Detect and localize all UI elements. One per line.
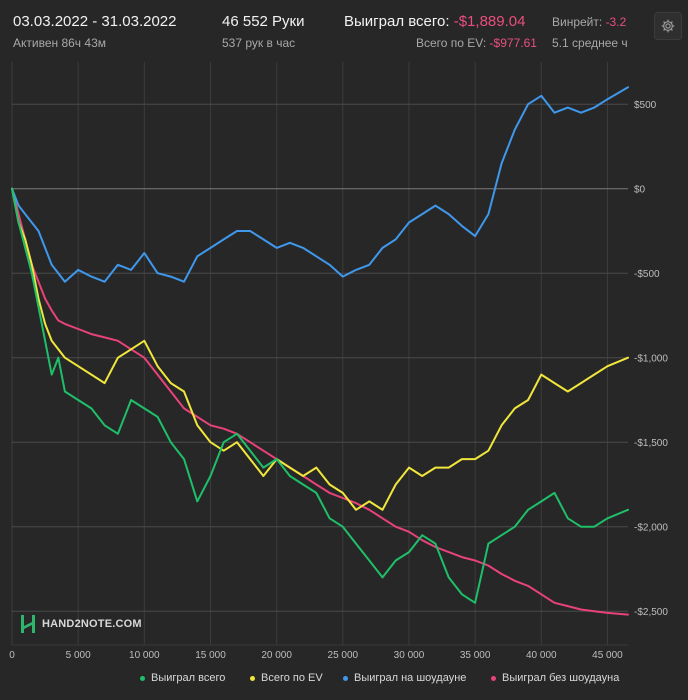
y-tick-label: $0 [634,185,646,196]
x-tick-label: 20 000 [261,650,292,661]
y-tick-label: -$2,000 [634,523,668,534]
x-tick-label: 35 000 [460,650,491,661]
active-time: Активен 86ч 43м [13,36,106,50]
ev-total-value: -$977.61 [489,36,537,50]
legend-item-non-showdown[interactable]: Выиграл без шоудауна [491,672,619,684]
y-tick-label: $500 [634,100,657,111]
winrate-label: Винрейт: [552,15,603,29]
won-total-value: -$1,889.04 [453,13,526,30]
y-tick-label: -$500 [634,269,660,280]
x-tick-label: 40 000 [526,650,557,661]
series-line-0 [11,187,629,604]
date-range: 03.03.2022 - 31.03.2022 [13,13,177,30]
gear-icon [661,19,675,33]
ev-total: Всего по EV: -$977.61 [416,36,537,50]
legend-label: Всего по EV [261,672,323,684]
legend-item-ev-total[interactable]: Всего по EV [250,672,323,684]
legend-dot [491,675,496,681]
x-tick-label: 5 000 [66,650,91,661]
y-tick-label: -$1,500 [634,438,668,449]
winrate: Винрейт: -3.2 [552,15,626,29]
x-tick-label: 0 [9,650,15,661]
grid-layer [11,62,628,646]
legend-dot [250,675,255,681]
y-tick-label: -$2,500 [634,607,668,618]
x-tick-label: 45 000 [592,650,623,661]
x-tick-label: 15 000 [195,650,226,661]
x-tick-label: 10 000 [129,650,160,661]
series-line-2 [11,86,629,283]
hands-per-hour: 537 рук в час [222,36,296,50]
tick-layer: 0 5 000 10 000 15 000 20 000 25 000 30 000 35 0… [9,100,668,661]
legend-label: Выиграл всего [151,672,226,684]
legend-dot [343,675,348,681]
series-layer [11,86,629,616]
series-line-1 [11,187,629,511]
settings-button[interactable] [654,12,682,40]
y-tick-label: -$1,000 [634,354,668,365]
hand2note-logo: HAND2NOTE.COM [20,614,142,634]
logo-text: HAND2NOTE.COM [42,618,142,630]
legend-label: Выиграл на шоудауне [354,672,467,684]
winrate-value: -3.2 [605,15,627,29]
average-label: 5.1 среднее ч [552,36,628,50]
series-line-3 [11,187,629,616]
legend: Выиграл всего Всего по EV Выиграл на шоу… [0,672,688,692]
ev-total-label: Всего по EV: [416,36,487,50]
h2n-logo-icon [21,615,35,633]
legend-label: Выиграл без шоудауна [502,672,620,684]
x-tick-label: 30 000 [394,650,425,661]
won-total: Выиграл всего: -$1,889.04 [344,13,525,30]
legend-item-won-total[interactable]: Выиграл всего [140,672,225,684]
header: 03.03.2022 - 31.03.2022 Активен 86ч 43м … [0,0,688,62]
won-total-label: Выиграл всего: [344,13,450,30]
hands-count: 46 552 Руки [222,13,305,30]
x-tick-label: 25 000 [328,650,359,661]
legend-item-showdown[interactable]: Выиграл на шоудауне [343,672,466,684]
legend-dot [140,675,145,681]
